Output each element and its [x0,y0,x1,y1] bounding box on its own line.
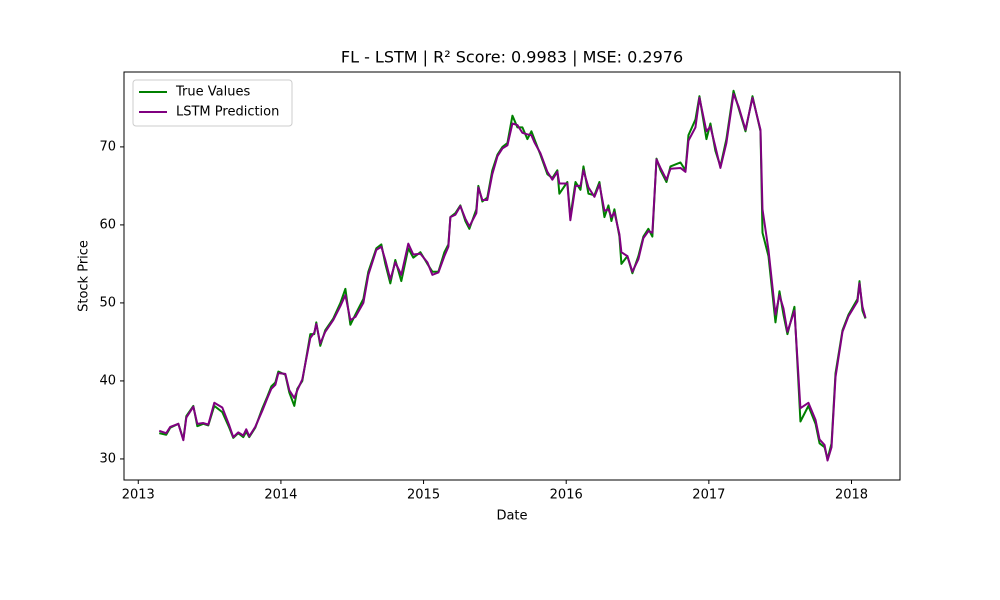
legend-label: True Values [175,85,250,100]
line-series [158,92,867,462]
legend-box [132,79,293,127]
x-tick-label: 2013 [122,488,155,503]
x-tick-label: 2014 [264,488,297,503]
x-tick-label: 2017 [692,488,725,503]
y-tick-label: 40 [99,373,116,388]
y-tick-label: 30 [99,451,116,466]
legend-label: LSTM Prediction [176,105,279,120]
line-series [159,89,867,460]
x-tick-label: 2018 [835,488,868,503]
y-axis-label: Stock Price [77,240,92,312]
y-tick-label: 60 [99,217,116,232]
chart-title: FL - LSTM | R² Score: 0.9983 | MSE: 0.29… [341,48,683,67]
x-tick-label: 2015 [407,488,440,503]
plot-frame [123,71,901,481]
x-tick-label: 2016 [550,488,583,503]
y-tick-label: 50 [99,295,116,310]
x-axis-label: Date [496,509,527,524]
y-tick-label: 70 [99,139,116,154]
